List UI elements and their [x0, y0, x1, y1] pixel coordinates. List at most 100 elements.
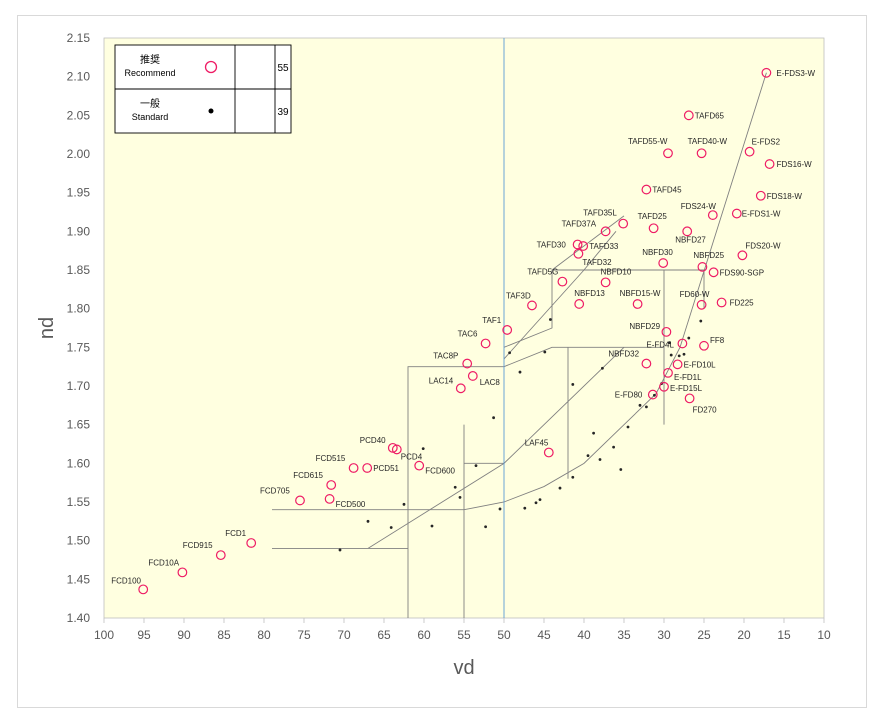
point-label: FF8	[710, 336, 725, 345]
standard-point	[484, 525, 487, 529]
point-label: TAFD30	[537, 240, 567, 249]
y-tick-label: 1.80	[67, 302, 91, 316]
standard-series	[338, 318, 703, 552]
point-label: FD60-W	[680, 290, 710, 299]
x-tick-label: 20	[737, 628, 751, 642]
recommend-point	[557, 276, 568, 287]
point-label: E-FD1L	[674, 373, 702, 382]
recommend-point	[696, 299, 707, 310]
recommend-series: FCD100 FCD10A FCD915 FCD1 FCD705 FCD500 FCD615…	[111, 67, 816, 595]
x-axis-title: vd	[453, 657, 474, 679]
standard-point	[549, 318, 552, 321]
recommend-point	[138, 584, 149, 595]
standard-point	[677, 354, 681, 358]
recommend-point	[480, 338, 491, 349]
recommend-point	[572, 239, 583, 250]
point-label: FCD500	[336, 500, 366, 509]
point-label: E-FD4L	[646, 340, 674, 349]
recommend-point	[600, 226, 611, 237]
recommend-point	[707, 210, 718, 220]
region-lines	[272, 72, 767, 618]
recommend-point	[663, 148, 673, 159]
standard-point	[458, 495, 462, 499]
legend-recommend-count: 55	[277, 63, 289, 74]
point-label: TAC8P	[433, 352, 458, 361]
standard-point	[592, 431, 595, 435]
point-label: E-FDS3-W	[776, 69, 815, 78]
point-label: NBFD13	[574, 289, 605, 298]
point-label: TAFD32	[582, 258, 612, 267]
point-label: TAFD45	[652, 186, 682, 195]
standard-point	[682, 352, 686, 356]
standard-point	[498, 507, 502, 511]
point-label: PCD51	[373, 464, 399, 473]
point-label: FDS20-W	[745, 241, 781, 250]
x-tick-label: 95	[137, 628, 151, 642]
legend-recommend-marker	[204, 60, 218, 74]
legend-standard-jp: 一般	[140, 97, 160, 110]
standard-point	[534, 501, 538, 505]
x-tick-label: 80	[257, 628, 271, 642]
standard-point	[571, 383, 575, 386]
recommend-point	[326, 480, 337, 490]
point-label: FCD1	[225, 529, 246, 538]
point-label: NBFD10	[601, 267, 632, 276]
standard-point	[338, 548, 342, 552]
y-tick-label: 1.95	[67, 186, 91, 200]
standard-point	[430, 524, 434, 528]
x-tick-label: 70	[337, 628, 351, 642]
recommend-point	[641, 358, 652, 369]
scatter-chart: 100 95 90 85 80 75 70 65 60 55 50 45 40 35 30 25 20 15 10 …	[36, 31, 831, 679]
region-line	[503, 231, 617, 360]
point-label: FCD10A	[148, 558, 179, 567]
x-tick-label: 85	[217, 628, 231, 642]
standard-point	[626, 425, 630, 429]
x-tick-label: 10	[817, 628, 831, 642]
x-tick-label: 60	[417, 628, 431, 642]
recommend-point	[661, 326, 672, 337]
x-tick-label: 30	[657, 628, 671, 642]
y-tick-label: 2.00	[67, 147, 91, 161]
standard-point	[653, 393, 656, 397]
point-label: PCD4	[401, 452, 423, 461]
recommend-point	[659, 381, 669, 392]
x-axis-ticks: 100 95 90 85 80 75 70 65 60 55 50 45 40 35 30 25 20 15 10	[94, 618, 831, 642]
y-axis-title: nd	[36, 317, 58, 339]
recommend-point	[578, 241, 589, 251]
x-tick-label: 90	[177, 628, 191, 642]
recommend-point	[716, 297, 727, 308]
region-line	[551, 215, 625, 271]
standard-point	[687, 336, 691, 340]
recommend-point	[502, 325, 513, 335]
point-label: FCD515	[316, 454, 346, 463]
y-tick-label: 1.75	[67, 340, 91, 354]
y-tick-label: 1.40	[67, 611, 91, 625]
recommend-point	[764, 159, 775, 169]
recommend-point	[462, 358, 473, 369]
point-label: NBFD29	[629, 322, 660, 331]
recommend-point	[573, 248, 584, 259]
x-tick-label: 35	[617, 628, 631, 642]
recommend-point	[663, 367, 673, 378]
y-axis-ticks: 1.40 1.45 1.50 1.55 1.60 1.65 1.70 1.75 1.80 1.85…	[67, 31, 91, 625]
legend-standard-en: Standard	[132, 112, 169, 122]
recommend-point	[737, 250, 748, 261]
standard-point	[699, 319, 703, 323]
standard-point	[645, 405, 648, 409]
point-label: TAFD55-W	[628, 137, 668, 146]
recommend-point	[527, 300, 537, 311]
recommend-point	[731, 208, 742, 219]
standard-point	[492, 416, 495, 420]
x-tick-label: 65	[377, 628, 391, 642]
y-tick-label: 1.85	[67, 263, 91, 277]
standard-point	[538, 498, 542, 502]
standard-point	[669, 353, 673, 357]
point-label: NBFD30	[642, 248, 673, 257]
point-label: PCD40	[360, 436, 386, 445]
point-label: LAC8	[480, 378, 501, 387]
standard-point	[523, 506, 527, 510]
standard-point	[558, 486, 562, 490]
point-label: TAF3D	[506, 291, 531, 300]
y-tick-label: 1.60	[67, 456, 91, 470]
recommend-point	[246, 538, 257, 548]
